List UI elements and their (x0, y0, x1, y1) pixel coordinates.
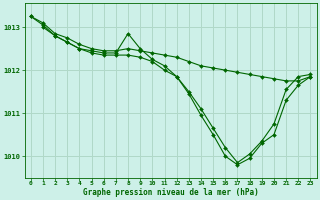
X-axis label: Graphe pression niveau de la mer (hPa): Graphe pression niveau de la mer (hPa) (83, 188, 259, 197)
